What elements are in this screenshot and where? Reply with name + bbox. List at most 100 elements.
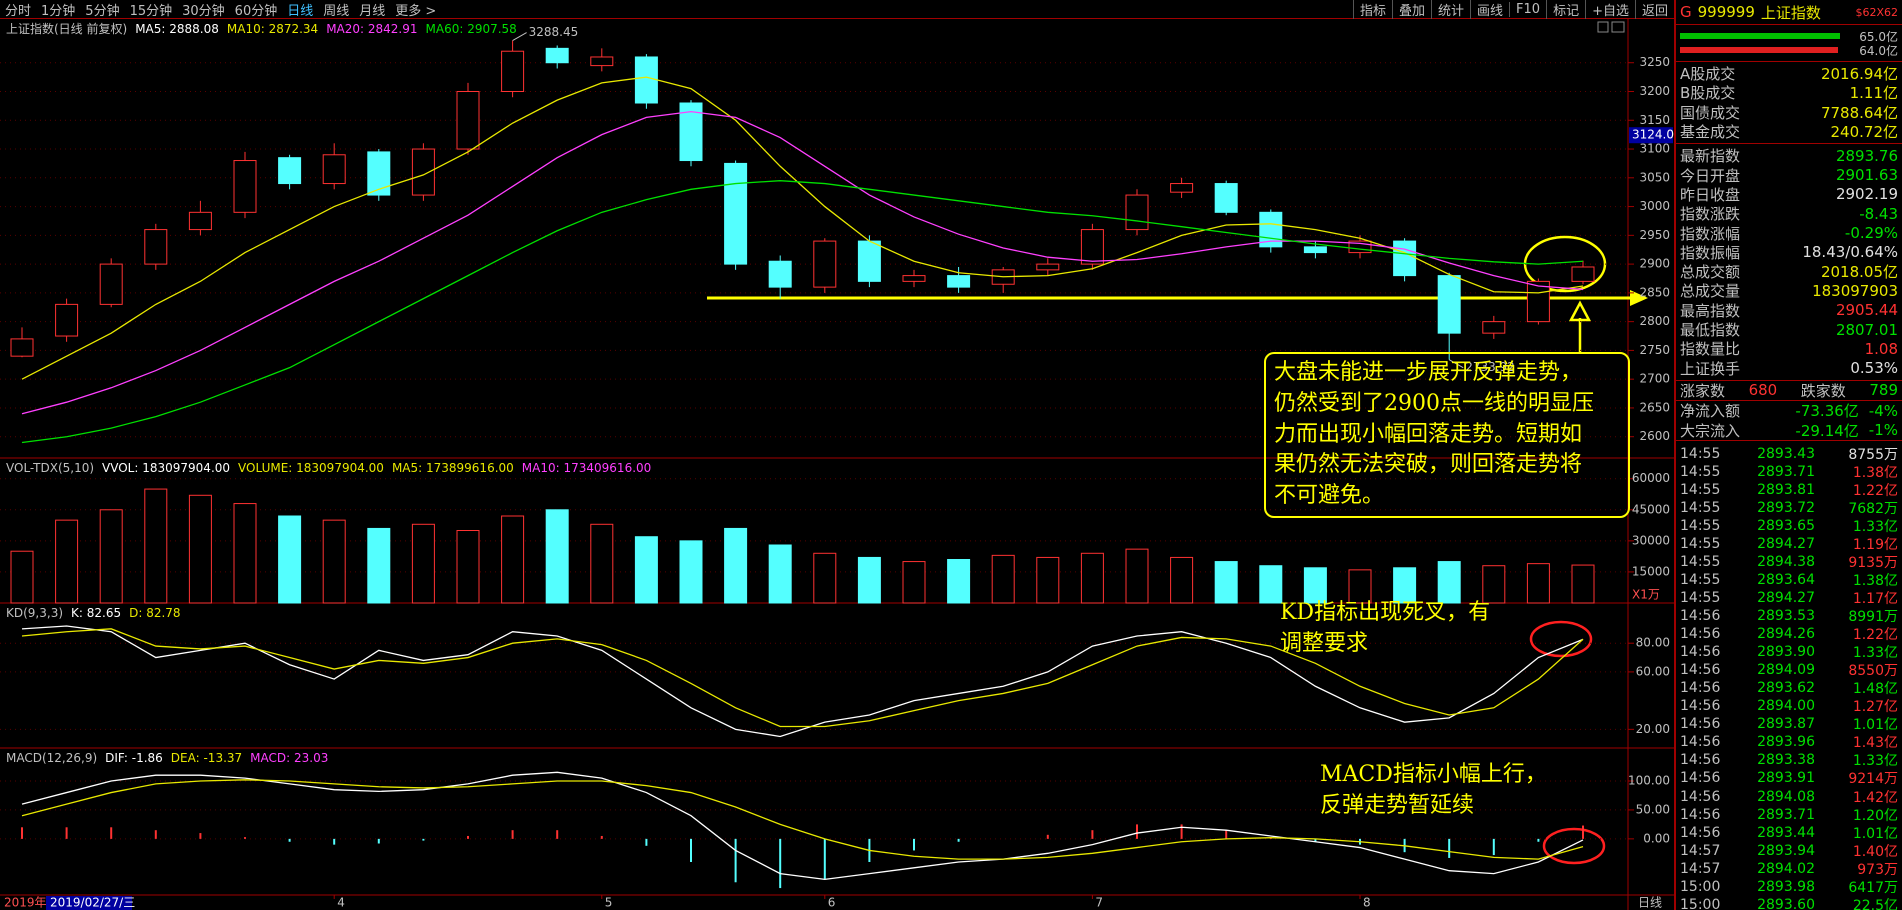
volume-bar (634, 536, 658, 604)
cursor-label: 3124.0 (1632, 128, 1674, 142)
quote-value: 2016.94亿 (1820, 65, 1898, 84)
candle-body (10, 338, 34, 357)
tick-time: 14:55 (1680, 535, 1721, 552)
extreme-leader (1448, 359, 1464, 369)
tick-volume: 1.33亿 (1852, 753, 1898, 770)
year-label: 2019年 (4, 896, 47, 910)
period-tab[interactable]: 1分钟 (41, 3, 76, 19)
tool-button[interactable]: F10 (1509, 1, 1546, 17)
tool-button[interactable]: 画线 (1470, 0, 1509, 19)
volume-bar (233, 503, 257, 604)
header-item: D: 82.78 (129, 606, 180, 620)
period-tab[interactable]: 月线 (359, 3, 386, 19)
period-tab[interactable]: 周线 (323, 3, 350, 19)
quote-group: 最新指数 2893.76 今日开盘 2901.63 昨日收盘 2902.19 指数涨跌 -8.… (1676, 144, 1902, 381)
header-item: MA10: 173409616.00 (522, 461, 652, 475)
tick-price: 2893.98 (1757, 878, 1815, 895)
panel-header: MACD(12,26,9) DIF: -1.86 DEA: -13.37 MACD: … (6, 751, 328, 765)
tick-price: 2893.91 (1757, 770, 1815, 787)
quote-row: 指数量比 1.08 (1676, 339, 1902, 359)
tick-row: 14:55 2893.72 7682万 (1676, 498, 1902, 517)
window-icon[interactable] (1597, 21, 1609, 33)
tool-button[interactable]: +自选 (1585, 0, 1635, 19)
extreme-label: 3288.45 (529, 25, 579, 39)
tick-row: 14:55 2893.81 1.22亿 (1676, 480, 1902, 499)
panel-header: KD(9,3,3) K: 82.65 D: 82.78 (6, 606, 181, 620)
tick-volume: 8550万 (1848, 663, 1898, 680)
tick-price: 2894.02 (1757, 860, 1815, 877)
tick-volume: 1.38亿 (1852, 464, 1898, 481)
unit-label: X1万 (1632, 588, 1660, 602)
tick-time: 14:56 (1680, 644, 1721, 661)
candle-body (590, 56, 614, 67)
volume-bar (367, 527, 391, 604)
header-item: MACD: 23.03 (250, 751, 328, 765)
indicator-line (21, 628, 1584, 728)
tool-button[interactable]: 返回 (1634, 0, 1674, 19)
tool-button[interactable]: 指标 (1352, 0, 1392, 19)
quote-value: 2905.44 (1835, 301, 1898, 320)
tool-button[interactable]: 统计 (1431, 0, 1470, 19)
tool-button[interactable]: 叠加 (1391, 0, 1431, 19)
candle-body (322, 154, 346, 185)
tick-row: 14:56 2893.53 8991万 (1676, 606, 1902, 625)
tick-volume: 1.20亿 (1852, 807, 1898, 824)
quote-row: 基金成交 240.72亿 (1676, 122, 1902, 141)
tick-row: 14:56 2894.09 8550万 (1676, 660, 1902, 680)
toolbar: 分时 1分钟 5分钟 15分钟 30分钟 60分钟 日线 周线 月线 更多 > 指标 叠加 统计 画线 F1… (0, 0, 1674, 19)
tick-volume: 1.38亿 (1852, 572, 1898, 589)
header-item: KD(9,3,3) (6, 606, 63, 620)
extreme-leader (512, 32, 527, 42)
volume-bar (1080, 552, 1104, 604)
tick-time: 14:57 (1680, 860, 1721, 877)
tick-time: 14:56 (1680, 662, 1721, 679)
header-item: VOLUME: 183097904.00 (238, 461, 384, 475)
ma-line (21, 76, 1584, 380)
candle-body (1571, 266, 1595, 282)
tick-price: 2893.81 (1757, 481, 1815, 498)
volume-bar (99, 509, 123, 604)
tick-volume: 1.27亿 (1852, 699, 1898, 716)
quote-value: -0.29% (1844, 224, 1898, 243)
volume-bar (1571, 564, 1595, 604)
period-tab[interactable]: 日线 (287, 3, 314, 19)
tick-price: 2893.96 (1757, 734, 1815, 751)
tick-price: 2894.09 (1757, 662, 1815, 679)
tick-time: 14:56 (1680, 698, 1721, 715)
tick-row: 15:00 2893.60 22.5亿 (1676, 895, 1902, 910)
header-item: MA5: 173899616.00 (392, 461, 514, 475)
y-tick-label: 60.00 (1636, 664, 1670, 678)
tick-time: 14:55 (1680, 499, 1721, 516)
tick-volume: 1.17亿 (1852, 591, 1898, 608)
down-label: 跌家数 (1800, 381, 1846, 400)
candle-body (634, 56, 658, 104)
tick-time: 14:56 (1680, 806, 1721, 823)
period-label: 日线 (1638, 896, 1662, 910)
candle-body (99, 263, 123, 305)
annotation-line: 调整要求 (1280, 630, 1369, 656)
volume-bar (1482, 565, 1506, 604)
quote-label: B股成交 (1680, 84, 1736, 103)
candle-body (768, 260, 792, 288)
window-icon[interactable] (1611, 21, 1625, 33)
tick-time: 15:00 (1680, 896, 1721, 910)
y-tick-label: 3250 (1639, 55, 1670, 69)
period-tab[interactable]: 30分钟 (182, 3, 225, 19)
y-tick-label: 3200 (1639, 84, 1670, 98)
period-tab[interactable]: 15分钟 (129, 3, 173, 19)
tick-volume: 1.48亿 (1852, 681, 1898, 698)
period-tab[interactable]: 更多 > (395, 3, 437, 19)
y-tick-label: 2750 (1639, 343, 1670, 357)
period-tab[interactable]: 60分钟 (234, 3, 278, 19)
volume-bar (1348, 569, 1372, 604)
tick-time: 14:56 (1680, 608, 1721, 625)
quote-row: 总成交额 2018.05亿 (1676, 262, 1902, 281)
tick-volume: 9214万 (1848, 771, 1898, 788)
period-tab[interactable]: 分时 (5, 3, 32, 19)
period-tab[interactable]: 5分钟 (85, 3, 120, 19)
candle-body (813, 240, 837, 288)
tool-button[interactable]: 标记 (1546, 0, 1585, 19)
y-tick-label: 45000 (1632, 502, 1670, 516)
tick-row: 14:56 2894.26 1.22亿 (1676, 624, 1902, 643)
tick-volume: 7682万 (1848, 500, 1898, 517)
